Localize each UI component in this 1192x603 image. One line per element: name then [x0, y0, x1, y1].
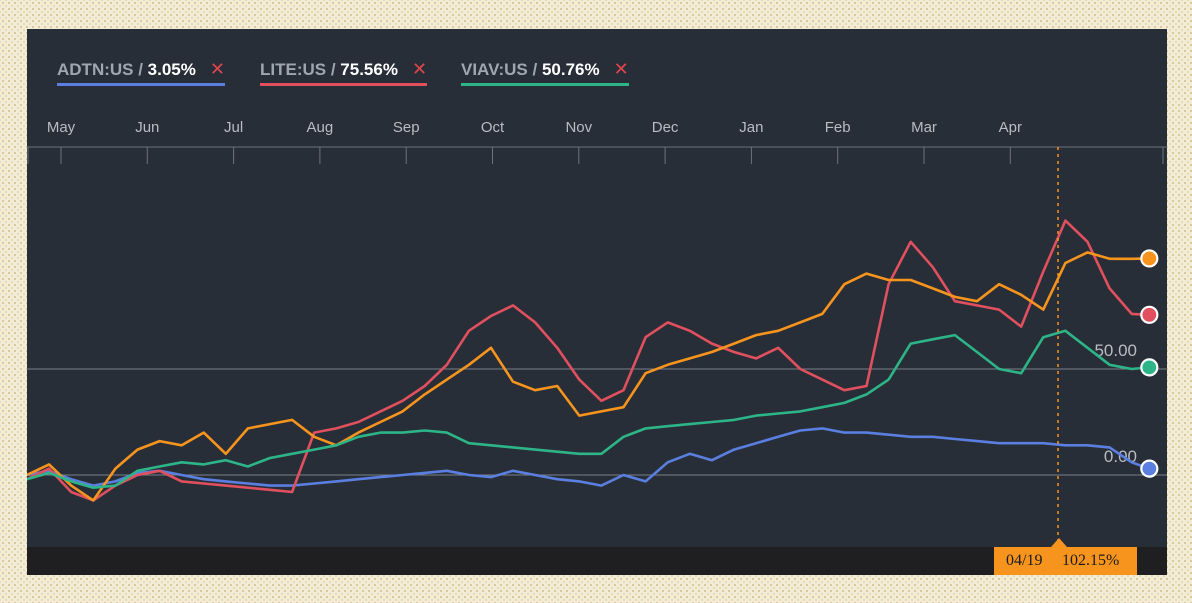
close-icon[interactable]: ✕ [209, 59, 225, 79]
hover-date: 04/19 [1006, 552, 1043, 569]
legend-change: 75.56% [340, 60, 398, 79]
series-end-dot [1140, 459, 1159, 478]
series-lines [27, 219, 1150, 502]
chart-panel: May Jun Jul Aug Sep Oct Nov Dec Jan Feb Mar Apr 50.… [27, 29, 1167, 575]
legend-underline [57, 83, 225, 86]
series-end-markers [1140, 249, 1159, 478]
series-end-dot [1140, 305, 1159, 324]
timeline-strip [27, 547, 1167, 575]
legend-symbol: VIAV:US [461, 60, 528, 79]
close-icon[interactable]: ✕ [613, 59, 629, 79]
x-tick-label: Nov [565, 119, 592, 136]
close-icon[interactable]: ✕ [411, 59, 428, 79]
series-end-dot [1140, 249, 1159, 268]
x-tick-label: Mar [911, 119, 937, 136]
x-tick-label: Apr [999, 119, 1022, 136]
x-tick-label: May [47, 119, 76, 136]
x-tick-label: Dec [652, 119, 679, 136]
legend-separator: / [326, 60, 341, 79]
x-tick-label: Feb [825, 119, 851, 136]
x-tick-label: Jun [135, 119, 159, 136]
legend-separator: / [133, 60, 148, 79]
series-line [27, 251, 1150, 502]
legend-underline [461, 83, 629, 86]
legend-separator: / [527, 60, 542, 79]
x-tick-label: Aug [307, 119, 334, 136]
x-tick-label: Jul [224, 119, 243, 136]
legend-item-viav[interactable]: VIAV:US / 50.76% ✕ [461, 59, 629, 86]
month-ticks: May Jun Jul Aug Sep Oct Nov Dec Jan Feb Mar Apr [27, 119, 1164, 164]
y-tick-label: 50.00 [1094, 341, 1137, 360]
series-end-dot [1140, 358, 1159, 377]
legend-underline [260, 83, 428, 86]
legend-item-adtn[interactable]: ADTN:US / 3.05% ✕ [57, 59, 225, 86]
legend-item-lite[interactable]: LITE:US / 75.56% ✕ [260, 59, 428, 86]
x-tick-label: Jan [739, 119, 763, 136]
chart-canvas: May Jun Jul Aug Sep Oct Nov Dec Jan Feb Mar Apr 50.… [27, 119, 1167, 547]
series-line [27, 427, 1150, 487]
hover-date-badge: 04/19 102.15% [994, 547, 1137, 575]
legend-change: 3.05% [147, 60, 196, 79]
hover-value: 102.15% [1062, 552, 1120, 569]
x-tick-label: Sep [393, 119, 420, 136]
x-tick-label: Oct [481, 119, 505, 136]
legend-change: 50.76% [541, 60, 600, 79]
legend-symbol: LITE:US [260, 60, 327, 79]
series-line [27, 219, 1150, 502]
legend-symbol: ADTN:US [57, 60, 134, 79]
series-line [27, 329, 1150, 490]
hover-badge-pointer [1051, 538, 1067, 547]
